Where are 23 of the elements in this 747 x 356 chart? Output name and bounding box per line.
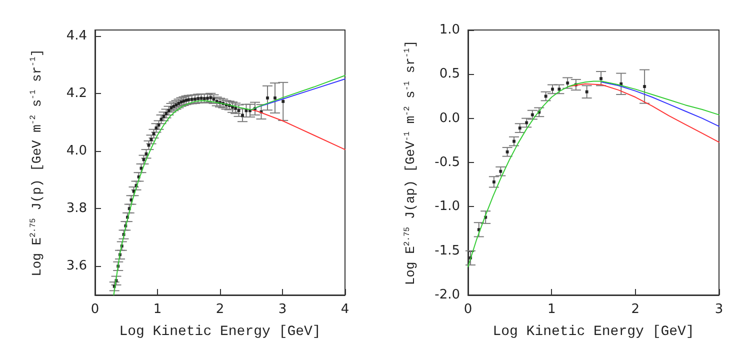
x-tick-label: 2 [216,302,224,317]
x-tick-label: 1 [153,302,162,317]
y-tick-label: 4.0 [66,143,87,158]
y-tick-label: 0.0 [439,110,460,126]
x-axis-title: Log Kinetic Energy [GeV] [492,324,694,340]
y-tick-label: 4.4 [66,28,87,44]
x-tick-label: 0 [90,302,100,317]
y-tick-label: -0.5 [434,155,460,170]
x-tick-label: 3 [714,302,724,317]
x-tick-label: 4 [340,302,350,317]
y-tick-label: 4.2 [66,86,87,101]
x-tick-label: 3 [278,302,287,317]
x-tick-label: 2 [631,302,640,317]
y-tick-label: -1.0 [434,199,460,214]
x-tick-label: 0 [464,302,472,317]
x-axis-title: Log Kinetic Energy [GeV] [119,324,321,340]
y-tick-label: 1.0 [439,22,460,38]
x-tick-label: 1 [548,302,556,317]
y-tick-label: 0.5 [439,66,460,82]
y-tick-label: -2.0 [434,288,460,302]
y-tick-label: 3.6 [66,258,87,274]
y-tick-label: -1.5 [434,243,460,258]
y-tick-label: 3.8 [66,201,87,216]
